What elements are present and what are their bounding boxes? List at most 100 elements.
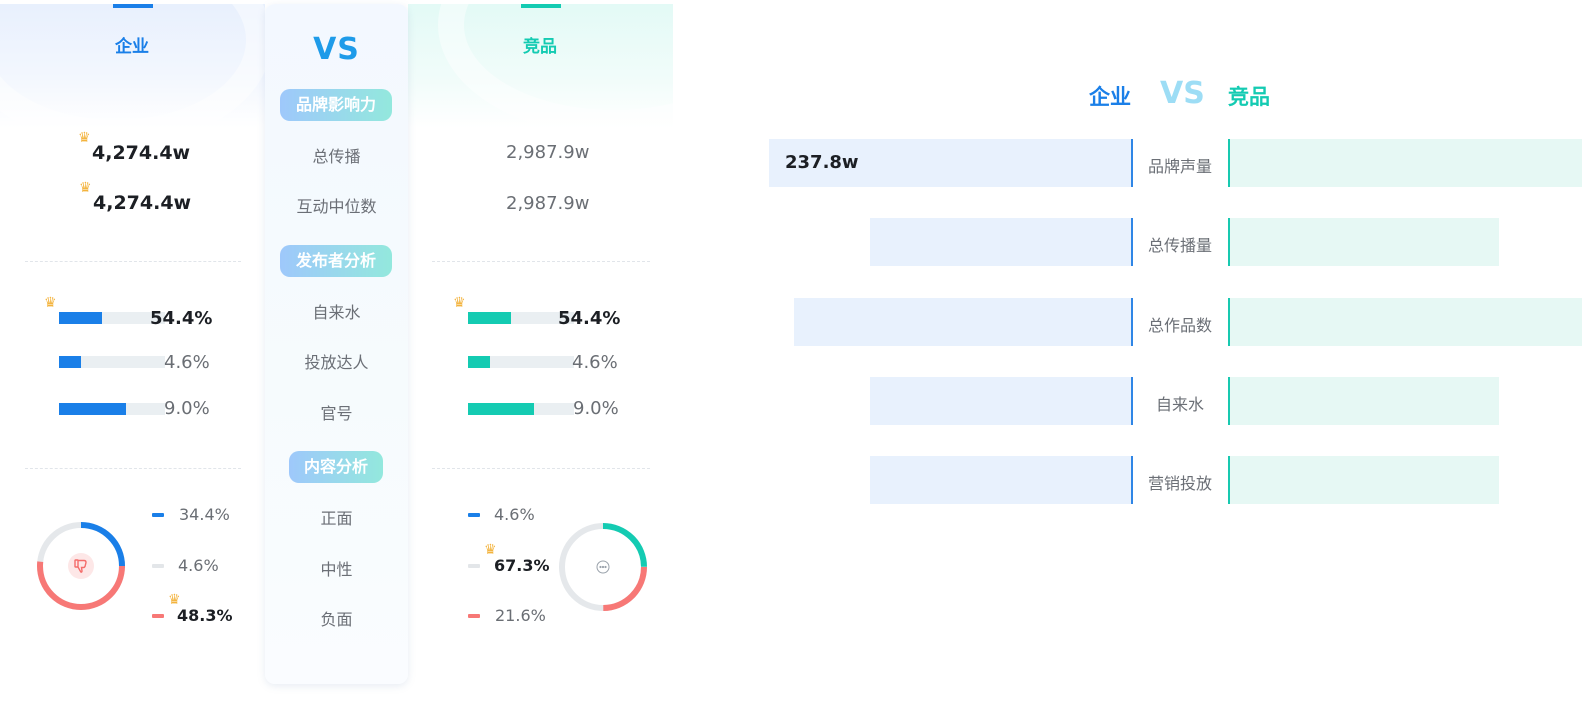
donut-segment-positive — [559, 523, 647, 611]
enterprise-neutral-pct: 4.6% — [178, 556, 219, 575]
competitor-tab[interactable]: 竞品 — [523, 37, 557, 57]
legend-positive-mark — [152, 513, 164, 517]
label-kol: 投放达人 — [304, 353, 369, 372]
divider — [432, 261, 650, 262]
enterprise-bar-value: 237.8w — [785, 152, 859, 173]
enterprise-tab-indicator — [113, 4, 153, 8]
enterprise-negative-pct: 48.3% — [177, 606, 233, 625]
enterprise-kol-pct: 4.6% — [164, 352, 210, 373]
competitor-header-background — [408, 4, 673, 128]
decorative-ring — [438, 4, 673, 128]
crown-icon: ♛ — [168, 592, 181, 608]
label-negative: 负面 — [320, 610, 353, 629]
enterprise-organic-pct: 54.4% — [150, 308, 213, 329]
vs-label: VS — [313, 32, 360, 67]
competitor-axis — [1228, 456, 1230, 504]
category-label: 营销投放 — [1147, 474, 1212, 493]
enterprise-kol-bar — [59, 356, 165, 368]
donut-segment-negative — [37, 522, 125, 610]
donut-segment-negative — [559, 523, 647, 611]
competitor-axis — [1228, 298, 1230, 346]
competitor-tab-indicator — [521, 4, 561, 8]
crown-icon: ♛ — [44, 295, 57, 311]
enterprise-total-spread: 4,274.4w — [92, 142, 191, 164]
enterprise-interaction-median: 4,274.4w — [93, 192, 192, 214]
enterprise-sentiment-donut — [37, 522, 125, 610]
enterprise-bar — [769, 139, 1131, 187]
label-organic: 自来水 — [312, 303, 361, 322]
divider — [432, 468, 650, 469]
competitor-positive-pct: 4.6% — [494, 505, 535, 524]
legend-negative-mark — [152, 614, 164, 618]
enterprise-official-bar — [59, 403, 165, 415]
competitor-negative-pct: 21.6% — [495, 606, 546, 625]
competitor-organic-pct: 54.4% — [558, 308, 621, 329]
competitor-official-pct: 9.0% — [573, 398, 619, 419]
chart-competitor-label: 竞品 — [1228, 85, 1270, 109]
category-label: 自来水 — [1155, 395, 1204, 414]
crown-icon: ♛ — [484, 542, 497, 558]
chart-enterprise-label: 企业 — [1089, 85, 1131, 109]
competitor-bar — [1230, 218, 1499, 266]
enterprise-axis — [1131, 298, 1133, 346]
enterprise-axis — [1131, 456, 1133, 504]
competitor-interaction-median: 2,987.9w — [506, 193, 590, 214]
crown-icon: ♛ — [453, 295, 466, 311]
thumbs-down-icon-bg — [68, 553, 94, 579]
legend-negative-mark — [468, 614, 480, 618]
label-interaction-median: 互动中位数 — [296, 197, 377, 216]
enterprise-tab[interactable]: 企业 — [115, 37, 149, 57]
divider — [25, 468, 241, 469]
thumbs-down-icon — [74, 559, 87, 573]
competitor-bar — [1230, 456, 1499, 504]
competitor-sentiment-donut — [559, 523, 647, 611]
section-publisher-analysis: 发布者分析 — [280, 245, 392, 277]
legend-positive-mark — [468, 513, 480, 517]
competitor-organic-bar — [468, 312, 574, 324]
legend-neutral-mark — [468, 564, 480, 568]
enterprise-bar — [870, 218, 1131, 266]
enterprise-axis — [1131, 377, 1133, 425]
competitor-kol-pct: 4.6% — [572, 352, 618, 373]
crown-icon: ♛ — [79, 180, 92, 196]
competitor-bar — [1230, 139, 1582, 187]
enterprise-axis — [1131, 218, 1133, 266]
enterprise-bar — [870, 377, 1131, 425]
enterprise-header-background — [0, 4, 265, 128]
enterprise-official-pct: 9.0% — [164, 398, 210, 419]
category-label: 品牌声量 — [1147, 157, 1212, 176]
competitor-axis — [1228, 377, 1230, 425]
category-label: 总作品数 — [1147, 316, 1212, 335]
divider — [25, 261, 241, 262]
competitor-kol-bar — [468, 356, 574, 368]
enterprise-organic-bar — [59, 312, 165, 324]
crown-icon: ♛ — [78, 130, 91, 146]
legend-neutral-mark — [152, 564, 164, 568]
competitor-axis — [1228, 218, 1230, 266]
section-brand-influence: 品牌影响力 — [280, 89, 392, 121]
section-content-analysis: 内容分析 — [289, 451, 383, 483]
competitor-bar — [1230, 377, 1499, 425]
enterprise-bar — [794, 298, 1131, 346]
competitor-neutral-pct: 67.3% — [494, 556, 550, 575]
bar-fill — [59, 403, 126, 415]
label-positive: 正面 — [320, 509, 353, 528]
chat-bubble-icon — [596, 560, 610, 574]
enterprise-axis — [1131, 139, 1133, 187]
competitor-axis — [1228, 139, 1230, 187]
label-official: 官号 — [320, 404, 353, 423]
bar-fill — [59, 312, 102, 324]
chart-vs-label: VS — [1160, 76, 1205, 111]
competitor-total-spread: 2,987.9w — [506, 142, 590, 163]
category-label: 总传播量 — [1147, 236, 1212, 255]
competitor-bar — [1230, 298, 1582, 346]
bar-fill — [468, 312, 511, 324]
decorative-ring — [0, 4, 265, 128]
label-neutral: 中性 — [320, 560, 353, 579]
bar-fill — [59, 356, 81, 368]
bar-fill — [468, 403, 534, 415]
competitor-official-bar — [468, 403, 574, 415]
enterprise-bar — [870, 456, 1131, 504]
enterprise-positive-pct: 34.4% — [179, 505, 230, 524]
bar-fill — [468, 356, 490, 368]
